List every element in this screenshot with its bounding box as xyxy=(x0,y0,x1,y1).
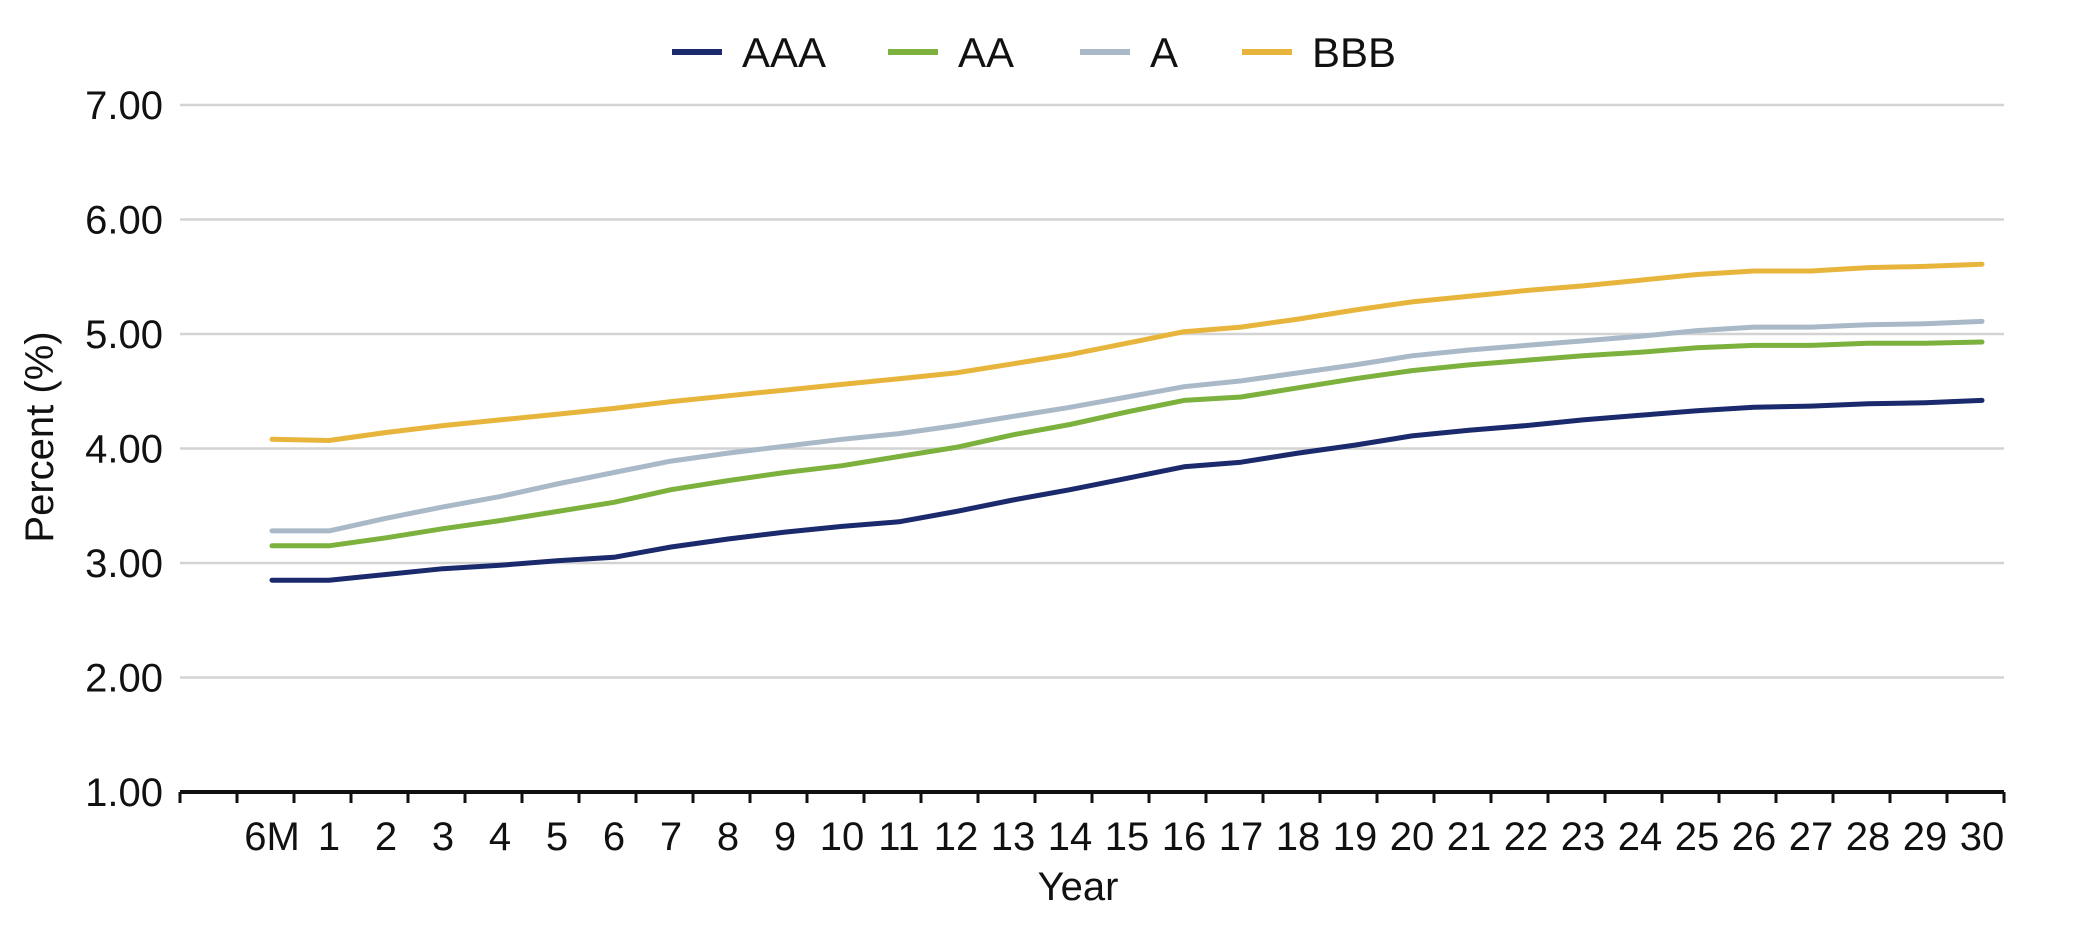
x-tick-label: 10 xyxy=(820,815,865,859)
series-line-bbb xyxy=(269,261,1985,443)
gridlines xyxy=(180,103,2004,679)
x-tick-label: 12 xyxy=(934,815,979,859)
y-tick-label: 4.00 xyxy=(85,428,163,472)
x-tick-label: 26 xyxy=(1732,815,1777,859)
x-tick-label: 2 xyxy=(375,815,397,859)
x-tick-label: 22 xyxy=(1504,815,1549,859)
x-tick-label: 14 xyxy=(1048,815,1093,859)
x-tick-label: 6 xyxy=(603,815,625,859)
x-tick-label: 20 xyxy=(1390,815,1435,859)
legend-label-bbb: BBB xyxy=(1312,29,1396,76)
x-tick-label: 11 xyxy=(878,815,920,859)
x-tick-label: 19 xyxy=(1333,815,1378,859)
x-tick-label: 9 xyxy=(774,815,796,859)
series-line-aaa xyxy=(269,397,1985,583)
x-tick-label: 3 xyxy=(432,815,454,859)
x-tick-label: 5 xyxy=(546,815,568,859)
x-tick-label: 23 xyxy=(1561,815,1606,859)
x-tick-label: 17 xyxy=(1219,815,1264,859)
legend-label-aa: AA xyxy=(958,29,1014,76)
legend: AAA AA A BBB xyxy=(672,29,1396,76)
x-tick-label: 13 xyxy=(991,815,1036,859)
x-tick-label: 30 xyxy=(1960,815,2005,859)
y-tick-label: 3.00 xyxy=(85,542,163,586)
y-tick-label: 5.00 xyxy=(85,313,163,357)
x-tick-label: 16 xyxy=(1162,815,1207,859)
x-tick-label: 7 xyxy=(660,815,682,859)
x-tick-label: 15 xyxy=(1105,815,1150,859)
series-line-aa xyxy=(269,339,1985,549)
y-axis-title: Percent (%) xyxy=(18,331,62,542)
y-tick-label: 1.00 xyxy=(85,771,163,815)
x-tick-label: 8 xyxy=(717,815,739,859)
y-axis-ticks: 1.00 2.00 3.00 4.00 5.00 6.00 7.00 xyxy=(85,84,163,815)
x-tick-label: 1 xyxy=(318,815,340,859)
series-lines xyxy=(269,261,1985,583)
legend-label-aaa: AAA xyxy=(742,29,826,76)
x-axis: 6M 1 2 3 4 5 6 7 8 9 10 11 12 13 14 15 16 17 18 19 20 21 22 23 2… xyxy=(178,790,2006,859)
y-tick-label: 7.00 xyxy=(85,84,163,128)
x-tick-label: 4 xyxy=(489,815,511,859)
x-tick-label: 27 xyxy=(1789,815,1834,859)
y-tick-label: 2.00 xyxy=(85,657,163,701)
y-tick-label: 6.00 xyxy=(85,199,163,243)
x-tick-label: 25 xyxy=(1675,815,1720,859)
x-tick-label: 6M xyxy=(244,815,300,859)
legend-label-a: A xyxy=(1150,29,1178,76)
x-tick-label: 21 xyxy=(1447,815,1492,859)
x-tick-label: 28 xyxy=(1846,815,1891,859)
x-axis-title: Year xyxy=(1038,865,1119,909)
series-line-a xyxy=(269,318,1985,534)
x-tick-label: 18 xyxy=(1276,815,1321,859)
x-tick-label: 24 xyxy=(1618,815,1663,859)
x-tick-label: 29 xyxy=(1903,815,1948,859)
